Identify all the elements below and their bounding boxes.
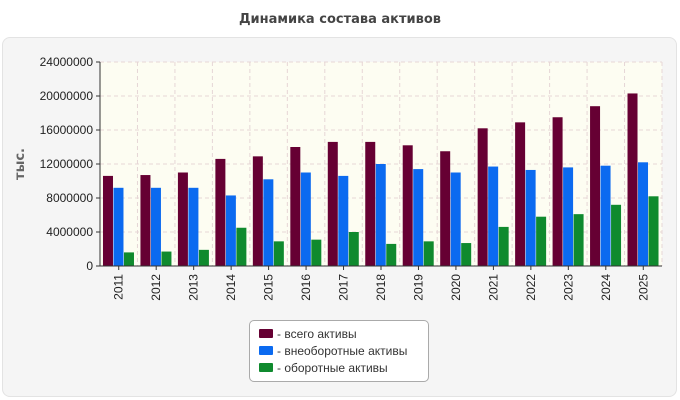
- y-tick-label: 4000000: [46, 225, 93, 239]
- bar: [198, 249, 209, 266]
- bar: [140, 175, 151, 266]
- bar: [402, 145, 413, 266]
- legend-item-total-assets: - всего активы: [259, 325, 428, 342]
- y-tick-label: 20000000: [40, 89, 94, 103]
- x-tick-label: 2021: [486, 274, 500, 301]
- bar: [563, 167, 574, 266]
- bar: [573, 214, 584, 266]
- bar: [600, 165, 611, 266]
- x-tick-label: 2011: [112, 274, 126, 300]
- x-tick-label: 2015: [262, 274, 276, 301]
- x-tick-label: 2012: [149, 274, 163, 301]
- bar: [488, 166, 499, 266]
- legend-swatch-noncurrent-assets: [259, 346, 273, 355]
- bar: [300, 172, 311, 266]
- bar: [375, 164, 386, 266]
- bar: [290, 147, 301, 266]
- bar: [311, 239, 322, 266]
- bar: [188, 187, 199, 266]
- y-axis-label: тыс.: [13, 148, 28, 180]
- bar: [338, 175, 349, 266]
- bar: [552, 117, 563, 266]
- y-tick-label: 24000000: [40, 55, 94, 69]
- bar: [423, 241, 434, 266]
- bar: [113, 187, 124, 266]
- x-tick-label: 2024: [599, 274, 613, 301]
- bar: [627, 93, 638, 266]
- x-tick-label: 2018: [374, 274, 388, 301]
- legend-label-current-assets: - оборотные активы: [277, 360, 388, 375]
- bar: [150, 187, 161, 266]
- bar: [252, 156, 263, 266]
- bar: [440, 151, 451, 266]
- bar: [648, 196, 659, 266]
- legend-swatch-total-assets: [259, 329, 273, 338]
- bar: [461, 243, 472, 266]
- bar: [450, 172, 461, 266]
- bar: [236, 227, 247, 266]
- bar: [525, 169, 536, 266]
- bar: [590, 106, 601, 266]
- chart-title: Динамика состава активов: [238, 12, 442, 27]
- bar: [348, 232, 359, 266]
- x-tick-label: 2025: [636, 274, 650, 301]
- legend-label-total-assets: - всего активы: [277, 326, 357, 341]
- x-tick-label: 2014: [224, 274, 238, 301]
- bar: [102, 175, 113, 266]
- bar: [498, 226, 509, 266]
- y-tick-label: 12000000: [40, 157, 94, 171]
- bar: [215, 158, 226, 266]
- x-tick-label: 2016: [299, 274, 313, 301]
- bar: [365, 141, 376, 266]
- x-tick-label: 2013: [187, 274, 201, 301]
- y-tick-label: 0: [86, 259, 93, 273]
- x-tick-label: 2023: [561, 274, 575, 301]
- bar: [477, 128, 488, 266]
- y-tick-label: 8000000: [46, 191, 93, 205]
- legend-item-current-assets: - оборотные активы: [259, 359, 428, 376]
- bar: [413, 169, 424, 266]
- x-tick-label: 2017: [337, 274, 351, 301]
- x-tick-label: 2019: [411, 274, 425, 301]
- bar: [536, 216, 547, 266]
- bar: [327, 141, 338, 266]
- bar: [515, 122, 526, 266]
- bar: [225, 195, 236, 266]
- chart-legend: - всего активы - внеоборотные активы - о…: [249, 320, 429, 382]
- x-tick-label: 2022: [524, 274, 538, 301]
- bar: [386, 243, 397, 266]
- legend-label-noncurrent-assets: - внеоборотные активы: [277, 343, 408, 358]
- bar: [177, 172, 188, 266]
- legend-swatch-current-assets: [259, 363, 273, 372]
- bar: [273, 241, 284, 266]
- bar: [263, 179, 274, 266]
- y-tick-label: 16000000: [40, 123, 94, 137]
- legend-item-noncurrent-assets: - внеоборотные активы: [259, 342, 428, 359]
- bar: [638, 162, 649, 266]
- x-tick-label: 2020: [449, 274, 463, 301]
- bar: [123, 252, 134, 266]
- bar: [161, 251, 172, 266]
- bar: [611, 204, 622, 266]
